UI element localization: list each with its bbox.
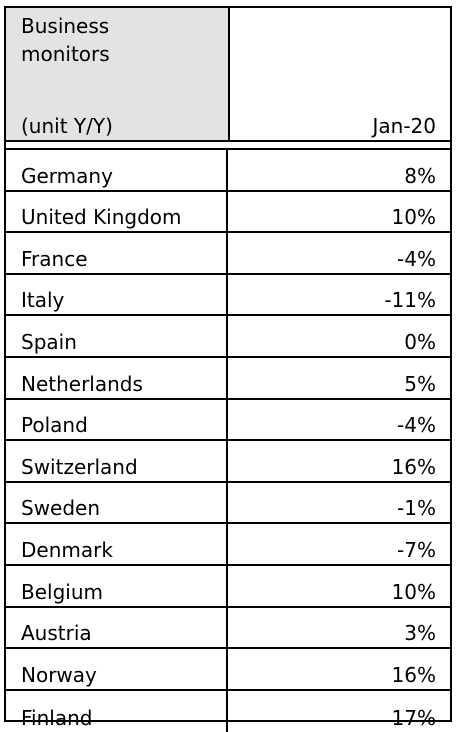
value-cell: 16% — [391, 662, 436, 687]
value-cell: 17% — [391, 706, 436, 731]
table-row: Germany 8% — [6, 150, 450, 192]
value-cell: 0% — [404, 329, 436, 354]
header-label-cell: Business monitors (unit Y/Y) — [6, 8, 230, 140]
value-cell: -7% — [397, 537, 436, 562]
table-title: Business monitors — [21, 14, 110, 66]
country-cell: Finland — [6, 690, 228, 732]
value-cell: 10% — [391, 579, 436, 604]
value-cell: -4% — [397, 246, 436, 271]
table-row: Netherlands 5% — [6, 357, 450, 400]
table-row: Belgium 10% — [6, 565, 450, 608]
country-cell: Norway — [6, 649, 228, 689]
value-cell: -4% — [397, 413, 436, 438]
table-row: Finland 17% — [6, 690, 450, 732]
country-cell: Belgium — [6, 565, 228, 606]
value-cell: -1% — [397, 496, 436, 521]
country-cell: Spain — [6, 316, 228, 356]
country-cell: Poland — [6, 399, 228, 440]
table-row: Denmark -7% — [6, 524, 450, 566]
value-cell: 10% — [391, 205, 436, 230]
table-header: Business monitors (unit Y/Y) Jan-20 — [6, 8, 450, 142]
country-cell: Italy — [6, 274, 228, 315]
table-row: Austria 3% — [6, 607, 450, 650]
value-cell: 16% — [391, 454, 436, 479]
value-cell: 8% — [404, 163, 436, 188]
table-row: Poland -4% — [6, 399, 450, 442]
table-row: Switzerland 16% — [6, 441, 450, 483]
country-cell: Denmark — [6, 524, 228, 564]
country-cell: Germany — [6, 150, 228, 190]
column-header-label: Jan-20 — [372, 114, 437, 138]
country-cell: Switzerland — [6, 441, 228, 481]
unit-label: (unit Y/Y) — [21, 114, 113, 138]
country-cell: Austria — [6, 607, 228, 648]
value-cell: 5% — [404, 371, 436, 396]
table-row: Sweden -1% — [6, 482, 450, 525]
table-row: France -4% — [6, 233, 450, 275]
column-header-cell: Jan-20 — [230, 8, 450, 140]
table-body: Germany 8% United Kingdom 10% France -4% Italy… — [6, 150, 450, 732]
table-row: Norway 16% — [6, 649, 450, 691]
table-row: Italy -11% — [6, 274, 450, 317]
value-cell: 3% — [404, 621, 436, 646]
country-cell: Netherlands — [6, 357, 228, 398]
header-spacer — [6, 142, 450, 150]
value-cell: -11% — [384, 288, 436, 313]
country-cell: France — [6, 233, 228, 273]
country-cell: United Kingdom — [6, 191, 228, 232]
business-monitors-table: Business monitors (unit Y/Y) Jan-20 Germ… — [4, 6, 452, 732]
table-row: United Kingdom 10% — [6, 191, 450, 234]
country-cell: Sweden — [6, 482, 228, 523]
table-row: Spain 0% — [6, 316, 450, 358]
